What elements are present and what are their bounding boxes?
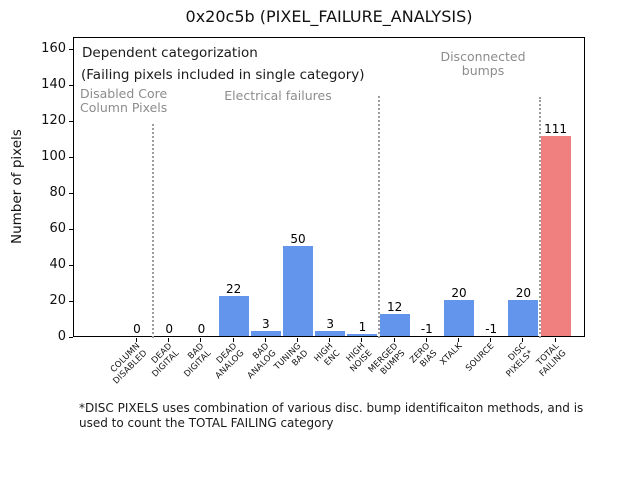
x-axis-tick xyxy=(458,338,459,342)
y-axis-tick-label: 0 xyxy=(57,329,66,344)
y-axis-tick xyxy=(69,121,73,122)
footnote: *DISC PIXELS uses combination of various… xyxy=(79,401,583,431)
bar-value-label: 20 xyxy=(451,286,467,300)
y-axis-tick-label: 100 xyxy=(41,149,66,164)
bar-value-label: -1 xyxy=(485,322,498,336)
y-axis-tick xyxy=(69,229,73,230)
bar-value-label: 20 xyxy=(515,286,532,300)
bar-tuning-bad xyxy=(283,246,313,336)
annotation-4: Disconnected bumps xyxy=(440,49,526,78)
x-axis-tick xyxy=(361,338,363,342)
bar-dead-analog xyxy=(218,296,249,336)
y-axis-tick xyxy=(69,301,73,302)
footnote-line-2: used to count the TOTAL FAILING category xyxy=(79,416,334,430)
x-axis-tick xyxy=(393,338,395,342)
y-axis-tick xyxy=(69,157,73,158)
y-axis-tick-label: 60 xyxy=(49,221,66,236)
bar-total-failing xyxy=(540,136,571,336)
bar-value-label: 3 xyxy=(326,316,334,331)
y-axis-tick xyxy=(69,85,73,86)
bar-value-label: 1 xyxy=(358,320,367,335)
x-axis-tick xyxy=(168,338,170,342)
footnote-line-1: *DISC PIXELS uses combination of various… xyxy=(79,401,584,415)
bar-high-enc xyxy=(315,330,346,336)
chart-title: 0x20c5b (PIXEL_FAILURE_ANALYSIS) xyxy=(185,7,473,26)
y-axis-tick xyxy=(69,337,73,338)
region-separator-2 xyxy=(377,96,380,338)
bar-value-label: 111 xyxy=(544,122,568,137)
y-axis-label: Number of pixels xyxy=(9,129,25,245)
region-separator-3 xyxy=(538,97,541,338)
region-separator-1 xyxy=(152,124,155,338)
y-axis-tick-label: 80 xyxy=(49,185,66,200)
bar-high-noise xyxy=(347,334,378,336)
plot-area: 0 0 0 22 3 50 3 1 12 -1 20 -1 20 111 Dependent categor… xyxy=(73,37,585,338)
x-axis-tick xyxy=(232,338,234,342)
y-axis-tick-label: 20 xyxy=(49,293,66,308)
bar-xtalk xyxy=(444,300,474,336)
bar-value-label: 0 xyxy=(197,322,206,336)
x-axis-tick xyxy=(554,338,556,342)
bar-merged-bumps xyxy=(379,314,410,336)
bar-disc-pixels* xyxy=(508,300,539,336)
x-axis-tick xyxy=(200,338,202,342)
x-axis-tick xyxy=(297,338,298,342)
x-axis-tick xyxy=(264,338,266,342)
y-axis-tick-label: 140 xyxy=(41,77,66,92)
y-axis-tick-label: 160 xyxy=(41,41,66,56)
x-axis-tick xyxy=(522,338,524,342)
x-axis-tick xyxy=(329,338,331,342)
annotation-2: Disabled Core Column Pixels xyxy=(80,86,168,115)
bar-value-label: 12 xyxy=(386,300,403,315)
bar-value-label: 0 xyxy=(165,322,173,336)
y-axis-tick xyxy=(69,193,73,194)
bar-value-label: 50 xyxy=(290,232,306,246)
bar-value-label: -1 xyxy=(420,322,433,336)
y-axis-tick-label: 40 xyxy=(49,257,66,272)
y-axis-tick-label: 120 xyxy=(41,113,66,128)
x-axis-tick xyxy=(490,338,492,342)
annotation-1: (Failing pixels included in single categ… xyxy=(81,67,365,83)
annotation-0: Dependent categorization xyxy=(82,45,258,61)
bar-value-label: 22 xyxy=(225,282,242,297)
x-axis-tick xyxy=(136,338,137,342)
y-axis-tick xyxy=(69,49,73,50)
x-axis-tick xyxy=(425,338,427,342)
bar-value-label: 3 xyxy=(261,316,270,331)
bar-bad-analog xyxy=(250,330,281,336)
annotation-3: Electrical failures xyxy=(224,88,332,103)
bar-value-label: 0 xyxy=(133,322,141,336)
y-axis-tick xyxy=(69,265,73,266)
